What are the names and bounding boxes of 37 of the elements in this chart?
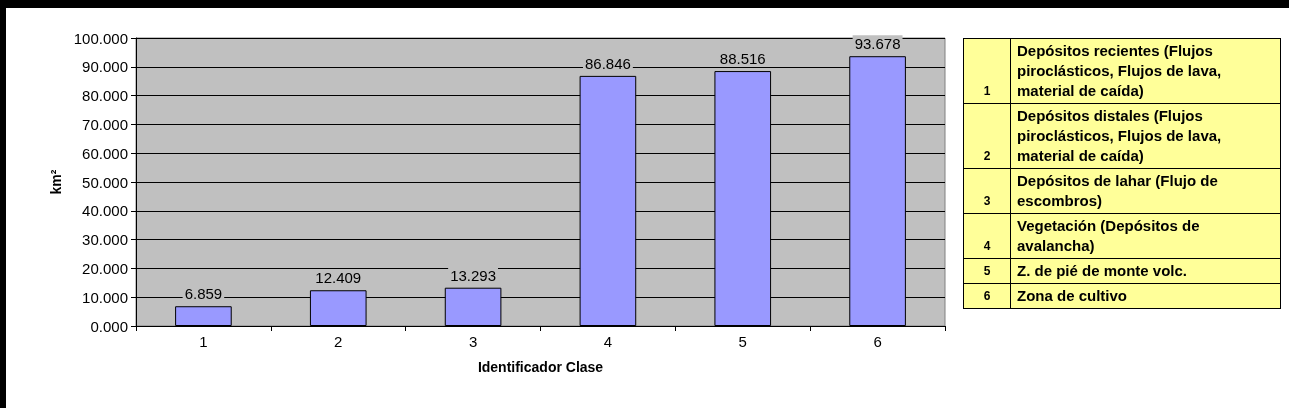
data-label: 93.678 — [854, 35, 901, 53]
y-tick-label: 100.000 — [73, 29, 128, 47]
x-tick-label: 4 — [603, 333, 613, 350]
category-label: 1 — [983, 84, 991, 98]
y-tick-label: 50.000 — [82, 173, 128, 191]
x-tick-label: 5 — [738, 333, 747, 350]
x-tick-label: 3 — [468, 333, 478, 350]
category-label: 4 — [983, 239, 991, 253]
y-tick-label: 20.000 — [82, 259, 128, 277]
text: Depósitos de lahar (Flujo de escombros) — [1010, 168, 1281, 214]
category-label: 3 — [983, 194, 991, 208]
category-label: 5 — [983, 264, 991, 278]
x-tick-label: 1 — [199, 333, 208, 350]
data-label: 12.409 — [315, 269, 362, 287]
y-tick-label: 80.000 — [82, 87, 128, 105]
x-tick-label: 2 — [334, 333, 343, 350]
category-label: 6 — [983, 289, 991, 303]
y-tick-label: 90.000 — [82, 58, 128, 76]
text: Z. de pié de monte volc. — [1010, 258, 1281, 284]
y-tick-label: 0.000 — [90, 317, 128, 335]
y-tick-label: 60.000 — [82, 144, 128, 162]
category-label: 2 — [983, 149, 991, 163]
data-label: 13.293 — [450, 266, 497, 284]
y-axis-title: km² — [47, 169, 64, 195]
y-tick-label: 10.000 — [82, 288, 128, 306]
data-label: 6.859 — [184, 285, 223, 303]
y-tick-label: 40.000 — [82, 202, 128, 220]
text: Vegetación (Depósitos de avalancha) — [1010, 213, 1281, 259]
x-axis-title: Identificador Clase — [477, 359, 604, 375]
text: Zona de cultivo — [1010, 283, 1281, 309]
text: Depósitos recientes (Flujos piroclásticos, Flujos de lava, material de caída) — [1010, 38, 1281, 104]
data-label: 88.516 — [719, 50, 766, 68]
y-tick-label: 30.000 — [82, 231, 128, 249]
text: Depósitos distales (Flujos piroclásticos, Flujos de lava, material de caída) — [1010, 103, 1281, 169]
y-tick-label: 70.000 — [82, 115, 128, 133]
x-tick-label: 6 — [873, 333, 882, 350]
data-label: 86.846 — [584, 54, 631, 72]
